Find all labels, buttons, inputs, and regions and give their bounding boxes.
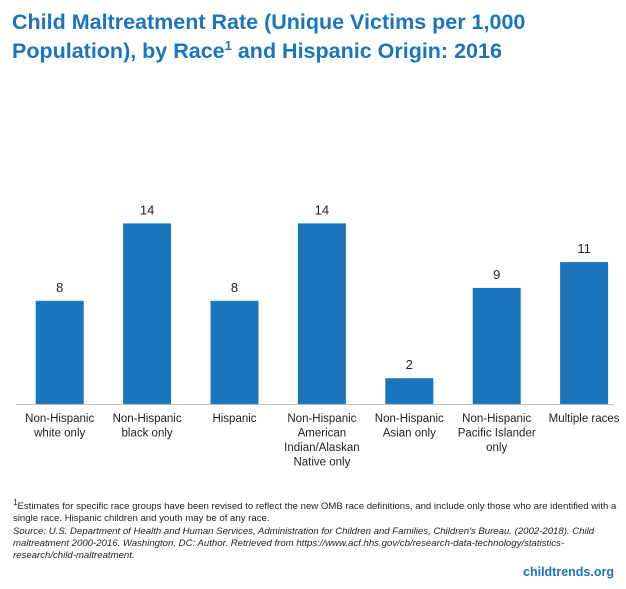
data-label-2: 14 — [140, 202, 154, 217]
title-footnote-marker: 1 — [224, 37, 232, 53]
data-label-5: 2 — [406, 357, 413, 372]
footnotes: 1Estimates for specific race groups have… — [13, 497, 618, 563]
bar-4 — [297, 223, 346, 404]
data-label-7: 11 — [577, 241, 591, 256]
data-label-3: 8 — [231, 280, 238, 295]
data-labels-group: 8 14 8 14 2 9 11 — [56, 202, 591, 372]
chart-title-suffix: and Hispanic Origin: 2016 — [231, 39, 502, 63]
footnote-note: 1Estimates for specific race groups have… — [13, 497, 618, 526]
bar-6 — [472, 287, 521, 404]
bar-1 — [35, 300, 84, 404]
category-label-1: Non-Hispanic white only — [25, 413, 94, 440]
chart-title: Child Maltreatment Rate (Unique Victims … — [12, 8, 612, 66]
bars-group — [35, 223, 609, 404]
brand-link[interactable]: childtrends.org — [523, 565, 614, 579]
bar-2 — [123, 223, 172, 404]
data-label-1: 8 — [56, 280, 63, 295]
bar-5 — [385, 378, 434, 404]
category-label-6: Non-Hispanic Pacific Islander only — [458, 413, 536, 454]
category-label-7: Multiple races — [549, 413, 620, 425]
footnote-note-text: Estimates for specific race groups have … — [13, 501, 617, 525]
category-label-5: Non-Hispanic Asian only — [375, 413, 444, 440]
category-label-3: Hispanic — [212, 413, 256, 425]
source-citation: Source: U.S. Department of Health and Hu… — [13, 525, 595, 562]
bar-3 — [210, 300, 259, 404]
bar-7 — [560, 262, 609, 404]
footnote-marker: 1 — [13, 498, 18, 507]
data-label-4: 14 — [315, 202, 329, 217]
chart-title-text: Child Maltreatment Rate (Unique Victims … — [12, 10, 526, 63]
category-labels-group: Non-Hispanic white only Non-Hispanic black … — [25, 413, 620, 469]
category-label-2: Non-Hispanic black only — [113, 413, 182, 440]
category-label-4: Non-Hispanic American Indian/Alaskan Native… — [284, 413, 359, 469]
data-label-6: 9 — [493, 267, 500, 282]
